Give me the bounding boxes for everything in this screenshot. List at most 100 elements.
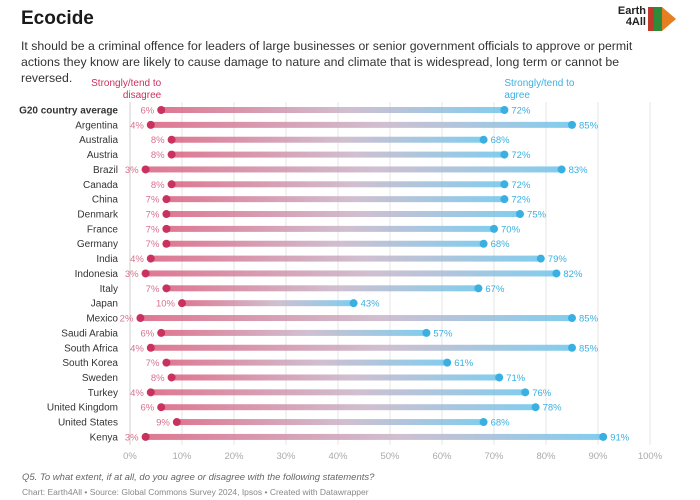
category-label: Austria	[87, 150, 119, 161]
chart-row: G20 country average 6% 72%	[19, 106, 531, 117]
agree-value-label: 76%	[532, 388, 552, 399]
category-label: India	[96, 254, 118, 265]
chart-title: Ecocide	[21, 8, 94, 29]
dumbbell-bar	[161, 107, 505, 113]
category-label: Indonesia	[75, 269, 119, 280]
agree-dot	[479, 239, 488, 248]
disagree-value-label: 7%	[146, 358, 160, 369]
agree-dot	[568, 120, 576, 129]
source-credit: Chart: Earth4All • Source: Global Common…	[22, 487, 369, 497]
category-label: Mexico	[86, 314, 118, 325]
x-tick-label: 90%	[588, 451, 608, 462]
dumbbell-bar	[150, 344, 573, 351]
agree-dot	[500, 180, 509, 189]
chart-row: France 7% 70%	[87, 224, 521, 235]
category-label: Argentina	[75, 120, 118, 131]
agree-dot	[443, 358, 452, 367]
chart-row: Saudi Arabia 6% 57%	[61, 328, 453, 339]
dumbbell-bar	[171, 136, 484, 143]
category-label: G20 country average	[19, 106, 118, 117]
dumbbell-bar	[140, 315, 572, 322]
agree-dot	[500, 195, 509, 204]
x-tick-label: 20%	[224, 451, 244, 462]
dumbbell-bar	[150, 389, 526, 396]
agree-dot	[479, 135, 488, 144]
agree-value-label: 91%	[610, 432, 630, 443]
disagree-dot	[146, 120, 155, 129]
agree-dot	[500, 106, 509, 114]
chart-subtitle: It should be a criminal offence for lead…	[21, 39, 633, 85]
chart-row: Argentina 4% 85%	[75, 120, 598, 131]
agree-value-label: 85%	[579, 314, 599, 325]
disagree-value-label: 6%	[140, 403, 154, 414]
disagree-value-label: 3%	[125, 432, 139, 443]
legend-disagree-line2: disagree	[123, 90, 162, 101]
dumbbell-bar	[150, 255, 541, 262]
chart-row: Brazil 3% 83%	[93, 165, 588, 176]
disagree-value-label: 10%	[156, 299, 176, 310]
agree-dot	[490, 224, 498, 233]
chart-row: Turkey 4% 76%	[88, 388, 552, 399]
agree-dot	[531, 403, 540, 412]
dumbbell-bar	[171, 151, 505, 158]
agree-value-label: 68%	[491, 239, 511, 250]
agree-dot	[521, 388, 530, 397]
disagree-dot	[157, 328, 166, 337]
category-label: Australia	[79, 135, 118, 146]
disagree-dot	[146, 343, 155, 352]
disagree-dot	[157, 106, 166, 114]
disagree-dot	[141, 269, 150, 278]
agree-dot	[422, 328, 431, 337]
agree-dot	[474, 284, 483, 293]
disagree-dot	[157, 403, 166, 412]
category-label: Denmark	[77, 210, 119, 221]
disagree-value-label: 8%	[151, 135, 165, 146]
agree-value-label: 72%	[511, 195, 531, 206]
agree-dot	[552, 269, 561, 278]
dumbbell-bar	[150, 121, 573, 128]
dumbbell-bar	[171, 181, 505, 188]
agree-value-label: 57%	[433, 328, 453, 339]
agree-value-label: 83%	[569, 165, 589, 176]
agree-value-label: 68%	[491, 135, 511, 146]
x-tick-label: 80%	[536, 451, 556, 462]
category-label: France	[87, 224, 119, 235]
x-tick-label: 100%	[638, 451, 663, 462]
agree-dot	[568, 343, 576, 352]
category-label: Kenya	[90, 432, 119, 443]
disagree-dot	[167, 150, 176, 159]
chart-row: Kenya 3% 91%	[90, 432, 630, 443]
disagree-value-label: 4%	[130, 254, 144, 265]
chart-row: Germany 7% 68%	[77, 239, 510, 250]
chart-row: Australia 8% 68%	[79, 135, 510, 146]
disagree-dot	[167, 373, 176, 382]
disagree-value-label: 8%	[151, 373, 165, 384]
agree-dot	[557, 165, 566, 174]
agree-dot	[599, 432, 608, 441]
dumbbell-bar	[145, 166, 562, 173]
dumbbell-bar	[166, 196, 505, 203]
earth4all-logo: Earth 4All	[606, 6, 676, 32]
disagree-dot	[162, 224, 171, 233]
question-note: Q5. To what extent, if at all, do you ag…	[22, 472, 375, 483]
dumbbell-bar	[145, 433, 604, 440]
disagree-dot	[136, 314, 145, 323]
agree-dot	[516, 210, 524, 219]
disagree-dot	[162, 358, 171, 367]
disagree-value-label: 6%	[140, 106, 154, 117]
x-tick-label: 70%	[484, 451, 504, 462]
dumbbell-bar	[166, 285, 479, 292]
category-label: Saudi Arabia	[61, 328, 118, 339]
chart-row: Canada 8% 72%	[83, 180, 531, 191]
dumbbell-bar	[145, 270, 557, 277]
chart-row: Indonesia 3% 82%	[75, 269, 583, 280]
disagree-dot	[146, 388, 155, 397]
disagree-dot	[162, 284, 171, 293]
x-tick-label: 10%	[172, 451, 192, 462]
dumbbell-bar	[166, 359, 448, 366]
x-tick-label: 50%	[380, 451, 400, 462]
agree-value-label: 71%	[506, 373, 526, 384]
legend-disagree-line1: Strongly/tend to	[91, 78, 161, 89]
agree-dot	[568, 314, 576, 323]
